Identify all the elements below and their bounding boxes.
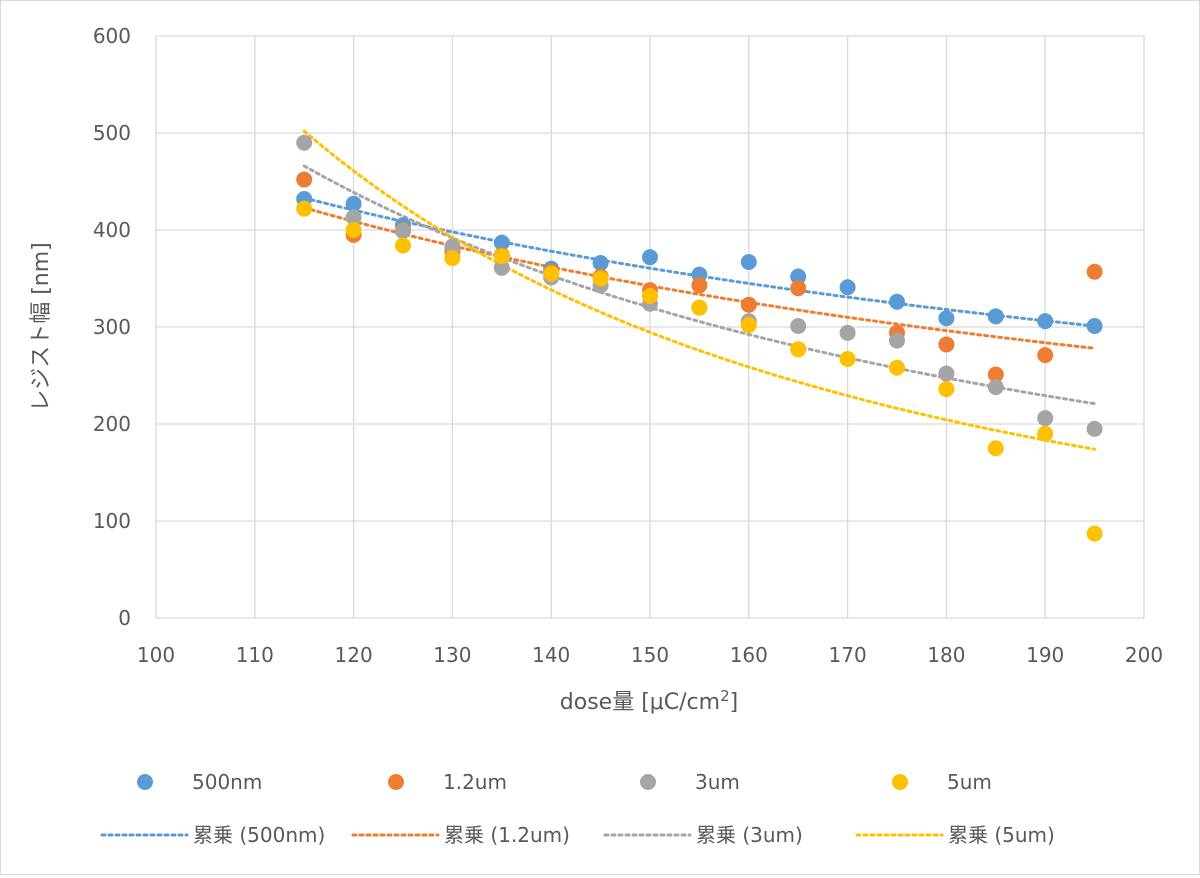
point-500nm [592, 254, 609, 271]
x-tick-label: 160 [730, 643, 768, 667]
point-500nm [493, 234, 510, 251]
point-3um [839, 324, 856, 341]
y-tick-label: 300 [93, 315, 131, 339]
legend-marker-5um [892, 774, 908, 790]
y-tick-labels: 0 100 200 300 400 500 600 [93, 24, 131, 630]
point-500nm [790, 268, 807, 285]
point-1.2um [987, 366, 1004, 383]
trendlines [302, 129, 1097, 451]
point-5um [740, 317, 757, 334]
point-3um [493, 259, 510, 276]
legend-label-3um: 3um [695, 770, 740, 794]
y-tick-label: 200 [93, 412, 131, 436]
point-1.2um [740, 296, 757, 313]
trendline-3um [302, 164, 1097, 406]
legend-label-1.2um: 1.2um [443, 770, 507, 794]
legend-label-500nm: 500nm [192, 770, 262, 794]
point-1.2um [296, 171, 313, 188]
point-500nm [987, 308, 1004, 325]
point-5um [296, 200, 313, 217]
y-tick-label: 100 [93, 509, 131, 533]
trendline-5um [302, 129, 1097, 451]
legend-label-5um: 5um [947, 770, 992, 794]
legend-marker-1.2um [388, 774, 404, 790]
legend: 500nm 累乗 (500nm) 1.2um 累乗 (1.2um) 3um 累乗 (3um… [100, 770, 1055, 847]
x-tick-labels: 100 110 120 130 140 150 160 170 180 190 200 [137, 643, 1163, 667]
x-axis-title: dose量 [μC/cm2] [560, 687, 738, 715]
point-500nm [889, 293, 905, 310]
point-5um [345, 222, 362, 238]
point-5um [395, 237, 411, 254]
x-tick-label: 200 [1125, 643, 1163, 667]
point-1.2um [1037, 347, 1054, 364]
point-5um [839, 351, 856, 368]
point-1.2um [938, 336, 955, 353]
point-3um [345, 209, 362, 226]
point-3um [889, 332, 905, 349]
y-tick-label: 600 [93, 24, 131, 48]
y-axis-title: レジスト幅 [nm] [29, 242, 54, 412]
point-5um [543, 265, 560, 282]
point-3um [296, 134, 313, 151]
point-3um [987, 379, 1004, 396]
legend-marker-3um [640, 774, 656, 790]
point-500nm [839, 279, 856, 296]
point-3um [938, 365, 955, 382]
point-5um [987, 440, 1004, 457]
point-5um [1086, 525, 1103, 542]
point-500nm [1037, 313, 1054, 330]
point-1.2um [691, 277, 708, 294]
point-3um [1086, 420, 1103, 437]
trendline-1.2um [302, 206, 1097, 350]
point-5um [642, 287, 658, 304]
legend-trend-label-500nm: 累乗 (500nm) [193, 823, 325, 847]
y-tick-label: 0 [118, 606, 131, 630]
point-5um [938, 381, 955, 398]
point-5um [493, 248, 510, 265]
point-1.2um [1086, 263, 1103, 280]
legend-trend-label-5um: 累乗 (5um) [948, 823, 1055, 847]
point-3um [790, 318, 807, 335]
gridlines [155, 35, 1145, 619]
point-500nm [740, 254, 757, 271]
point-1.2um [790, 280, 807, 297]
point-500nm [642, 249, 658, 266]
point-5um [1037, 425, 1054, 442]
point-500nm [345, 195, 362, 212]
point-3um [1037, 410, 1054, 427]
point-5um [790, 341, 807, 358]
x-tick-label: 120 [335, 643, 373, 667]
x-tick-label: 170 [829, 643, 867, 667]
x-axis-title-main: dose量 [μC/cm [560, 690, 720, 715]
x-axis-title-end: ] [730, 690, 739, 715]
point-5um [691, 299, 708, 316]
point-5um [889, 359, 905, 376]
x-tick-label: 180 [927, 643, 965, 667]
y-tick-label: 500 [93, 121, 131, 145]
legend-marker-500nm [137, 774, 153, 790]
x-tick-label: 140 [532, 643, 570, 667]
legend-trend-label-1.2um: 累乗 (1.2um) [444, 823, 570, 847]
point-5um [444, 250, 461, 267]
x-tick-label: 110 [236, 643, 274, 667]
x-tick-label: 100 [137, 643, 175, 667]
point-500nm [938, 310, 955, 327]
x-tick-label: 190 [1026, 643, 1064, 667]
x-axis-title-sup: 2 [720, 687, 730, 705]
legend-trend-label-3um: 累乗 (3um) [696, 823, 803, 847]
data-points [296, 134, 1103, 542]
point-5um [592, 270, 609, 287]
y-tick-label: 400 [93, 218, 131, 242]
point-500nm [1086, 318, 1103, 335]
point-3um [395, 222, 411, 239]
x-tick-label: 150 [631, 643, 669, 667]
x-tick-label: 130 [433, 643, 471, 667]
point-3um [444, 238, 461, 255]
